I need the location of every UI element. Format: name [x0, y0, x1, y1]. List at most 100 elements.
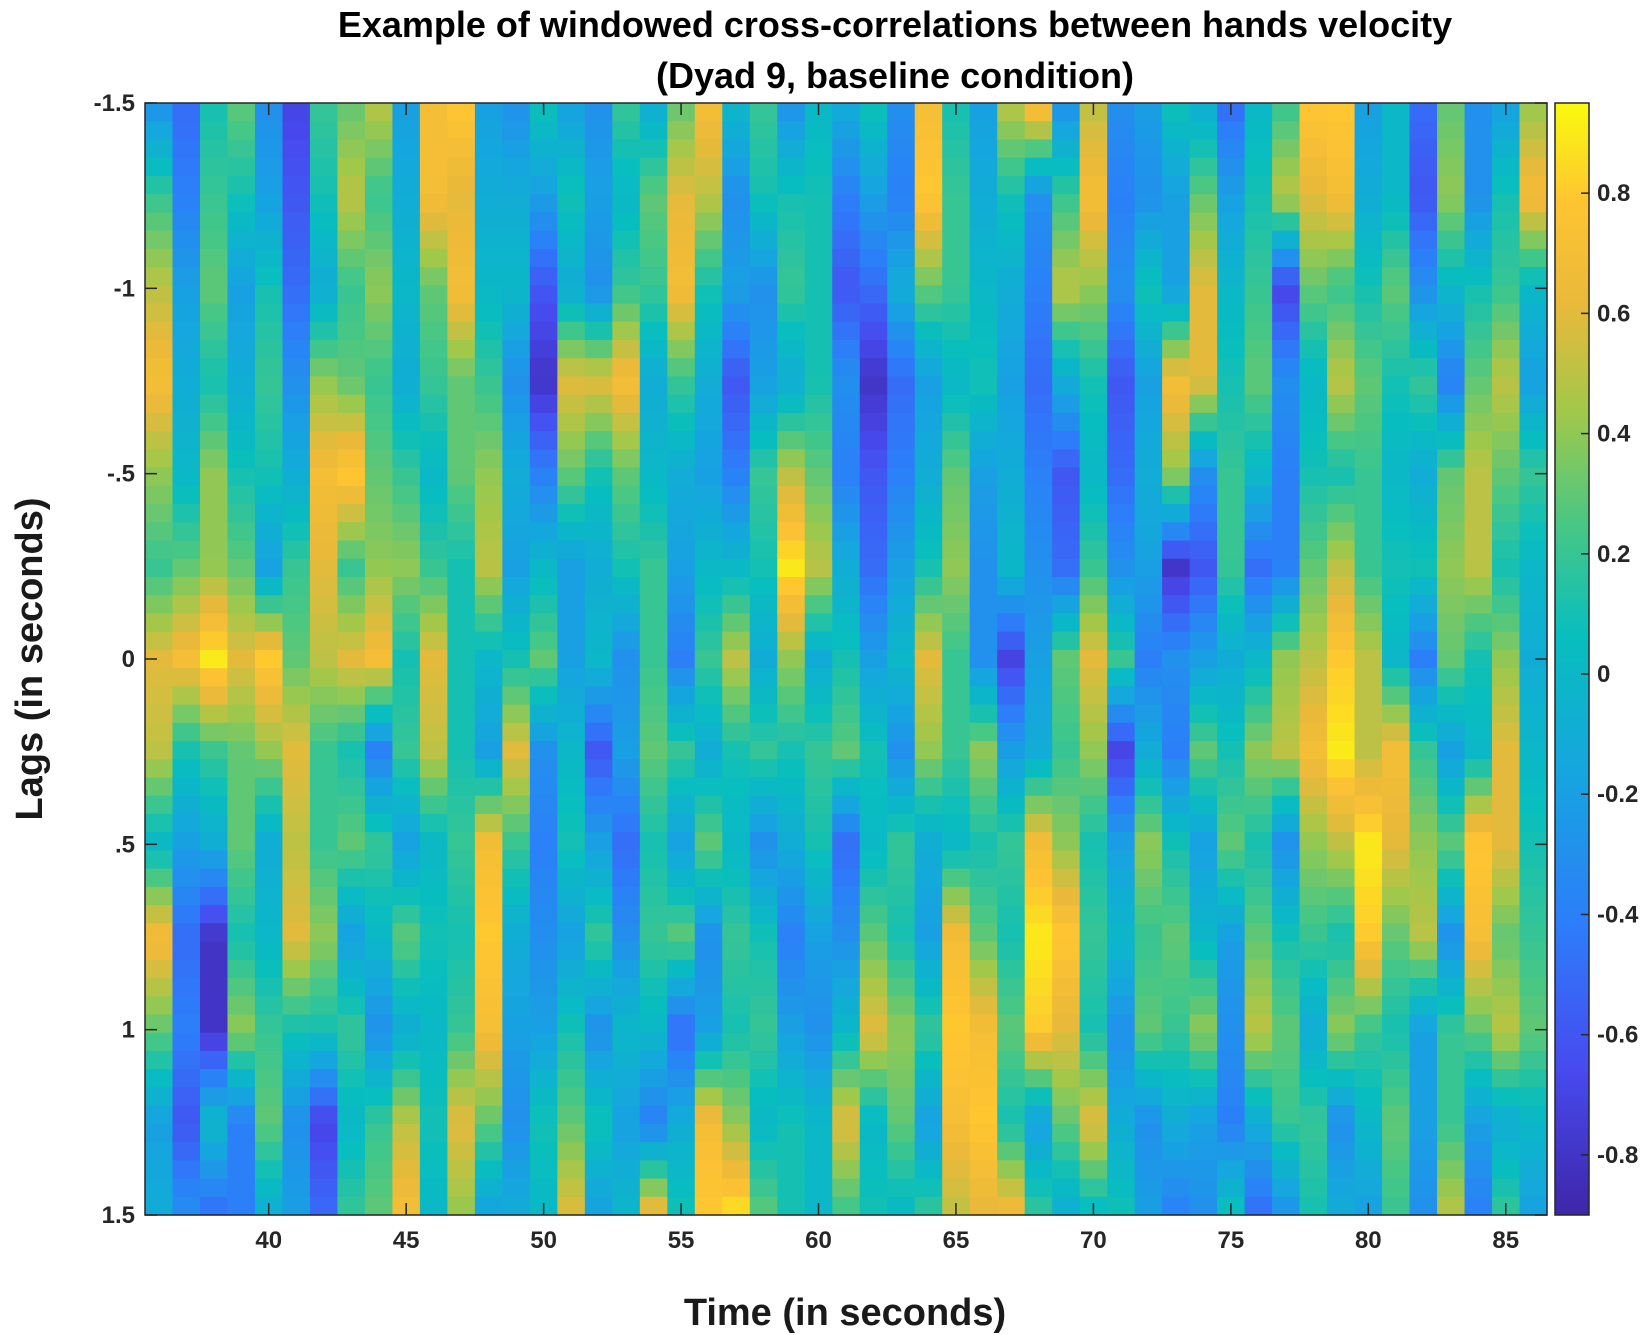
heatmap-cell — [172, 1196, 201, 1216]
heatmap-cell — [364, 941, 394, 961]
heatmap-cell — [227, 704, 256, 724]
heatmap-cell — [474, 1123, 503, 1143]
heatmap-cell — [1052, 668, 1081, 687]
heatmap-cell — [1437, 558, 1466, 578]
heatmap-cell — [639, 376, 668, 396]
heatmap-cell — [914, 759, 943, 779]
heatmap-cell — [1299, 285, 1328, 305]
heatmap-cell — [1327, 941, 1356, 961]
heatmap-cell — [1079, 139, 1108, 159]
heatmap-cell — [777, 595, 806, 615]
heatmap-cell — [667, 504, 696, 523]
heatmap-cell — [639, 850, 668, 870]
heatmap-cell — [529, 996, 558, 1016]
heatmap-cell — [1052, 194, 1081, 213]
heatmap-cell — [557, 1050, 586, 1070]
heatmap-cell — [1299, 394, 1328, 414]
heatmap-cell — [1354, 121, 1383, 141]
heatmap-cell — [419, 1032, 448, 1052]
heatmap-cell — [309, 303, 339, 323]
heatmap-cell — [1327, 522, 1356, 542]
heatmap-cell — [832, 996, 861, 1016]
heatmap-cell — [529, 1142, 558, 1161]
heatmap-cell — [337, 832, 366, 852]
heatmap-cell — [1492, 722, 1521, 742]
heatmap-cell — [282, 303, 311, 323]
heatmap-cell — [584, 686, 613, 706]
heatmap-cell — [1299, 631, 1328, 651]
heatmap-cell — [1382, 595, 1411, 615]
heatmap-cell — [1492, 522, 1521, 542]
heatmap-cell — [1024, 631, 1053, 651]
heatmap-cell — [1272, 1196, 1301, 1216]
heatmap-cell — [1464, 1123, 1493, 1143]
heatmap-cell — [694, 157, 723, 177]
heatmap-cell — [1079, 485, 1108, 505]
heatmap-cell — [1382, 868, 1411, 888]
heatmap-cell — [254, 978, 284, 997]
heatmap-cell — [392, 504, 421, 523]
heatmap-cell — [1354, 595, 1383, 615]
heatmap-cell — [1519, 358, 1548, 378]
heatmap-cell — [1409, 996, 1438, 1016]
heatmap-cell — [419, 1123, 448, 1143]
heatmap-cell — [694, 941, 723, 961]
heatmap-cell — [419, 1087, 448, 1107]
heatmap-cell — [1107, 449, 1136, 469]
heatmap-cell — [419, 795, 448, 815]
heatmap-cell — [1519, 1014, 1548, 1034]
heatmap-cell — [1437, 1087, 1466, 1107]
heatmap-cell — [1299, 412, 1328, 432]
heatmap-cell — [337, 850, 366, 870]
heatmap-cell — [942, 285, 971, 305]
heatmap-cell — [502, 759, 531, 779]
heatmap-cell — [447, 485, 476, 505]
heatmap-cell — [1437, 959, 1466, 979]
heatmap-cell — [969, 1014, 998, 1034]
heatmap-cell — [337, 321, 366, 341]
heatmap-cell — [887, 194, 916, 213]
heatmap-cell — [887, 631, 916, 651]
heatmap-cell — [1354, 996, 1383, 1016]
heatmap-cell — [1437, 1178, 1466, 1198]
heatmap-cell — [694, 905, 723, 924]
heatmap-cell — [942, 504, 971, 523]
heatmap-cell — [337, 996, 366, 1016]
heatmap-cell — [199, 905, 229, 924]
heatmap-cell — [1519, 996, 1548, 1016]
heatmap-cell — [447, 595, 476, 615]
heatmap-cell — [859, 1050, 888, 1070]
heatmap-cell — [364, 631, 394, 651]
heatmap-cell — [1244, 1123, 1273, 1143]
heatmap-cell — [749, 1050, 778, 1070]
heatmap-cell — [1299, 321, 1328, 341]
heatmap-cell — [997, 613, 1026, 633]
heatmap-cell — [1162, 1032, 1191, 1052]
heatmap-cell — [1382, 576, 1411, 596]
heatmap-cell — [1244, 813, 1273, 833]
heatmap-cell — [887, 1014, 916, 1034]
heatmap-cell — [474, 522, 503, 542]
heatmap-cell — [749, 1123, 778, 1143]
heatmap-cell — [694, 1069, 723, 1088]
heatmap-cell — [639, 175, 668, 195]
heatmap-cell — [1272, 978, 1301, 997]
heatmap-cell — [1052, 1178, 1081, 1198]
heatmap-cell — [1189, 1178, 1218, 1198]
heatmap-cell — [1244, 595, 1273, 615]
heatmap-cell — [392, 813, 421, 833]
heatmap-cell — [639, 321, 668, 341]
heatmap-cell — [694, 959, 723, 979]
heatmap-cell — [1382, 996, 1411, 1016]
heatmap-cell — [914, 1142, 943, 1161]
heatmap-cell — [337, 613, 366, 633]
heatmap-cell — [969, 230, 998, 250]
heatmap-cell — [1437, 813, 1466, 833]
heatmap-cell — [832, 467, 861, 487]
heatmap-cell — [997, 339, 1026, 359]
heatmap-cell — [1244, 832, 1273, 852]
heatmap-cell — [1217, 267, 1246, 286]
heatmap-cell — [1437, 1032, 1466, 1052]
heatmap-cell — [557, 1123, 586, 1143]
heatmap-cell — [1107, 558, 1136, 578]
